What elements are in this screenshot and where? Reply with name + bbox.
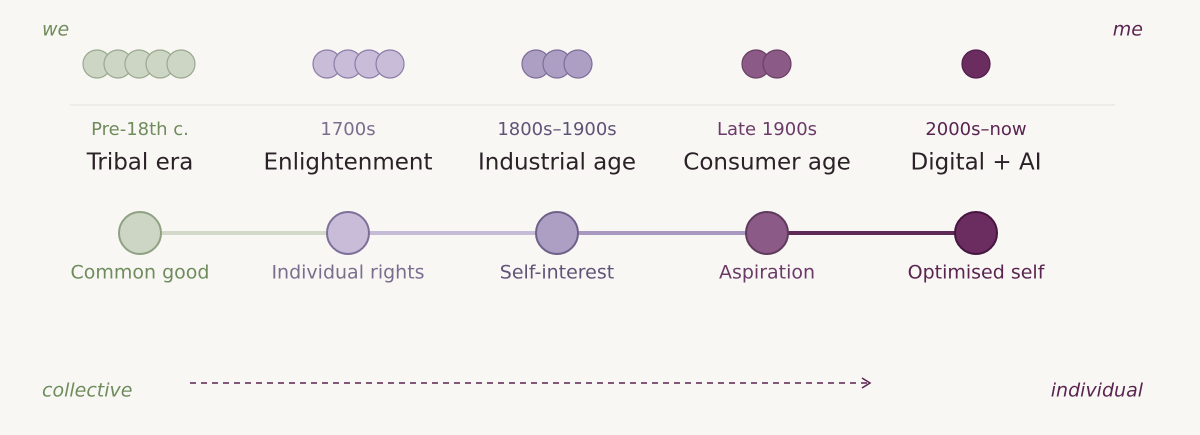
era-value: Individual rights [271,262,424,284]
era-value: Optimised self [908,262,1046,284]
circle [563,49,593,79]
era-value: Self-interest [500,262,614,284]
era-name: Industrial age [478,150,636,176]
era-name: Digital + AI [910,150,1041,176]
era-name: Consumer age [683,150,850,176]
corner-label: individual [1051,380,1144,402]
corner-label: we [42,19,69,41]
timeline [118,211,998,255]
timeline-node [954,211,998,255]
circle [166,49,196,79]
circle [961,49,991,79]
circle [375,49,405,79]
era-period: 1700s [320,119,375,140]
timeline-node [535,211,579,255]
era-name: Enlightenment [264,150,433,176]
top-circles [82,49,991,79]
timeline-node [118,211,162,255]
circle [762,49,792,79]
era-period: Pre-18th c. [91,119,189,140]
era-value: Aspiration [719,262,815,284]
timeline-node [326,211,370,255]
arrow-head [861,377,872,389]
corner-label: collective [42,380,132,402]
era-period: 2000s–now [925,119,1026,140]
corner-label: me [1113,19,1143,41]
era-period: 1800s–1900s [497,119,616,140]
era-value: Common good [71,262,210,284]
era-name: Tribal era [86,150,194,176]
timeline-node [745,211,789,255]
era-period: Late 1900s [717,119,817,140]
